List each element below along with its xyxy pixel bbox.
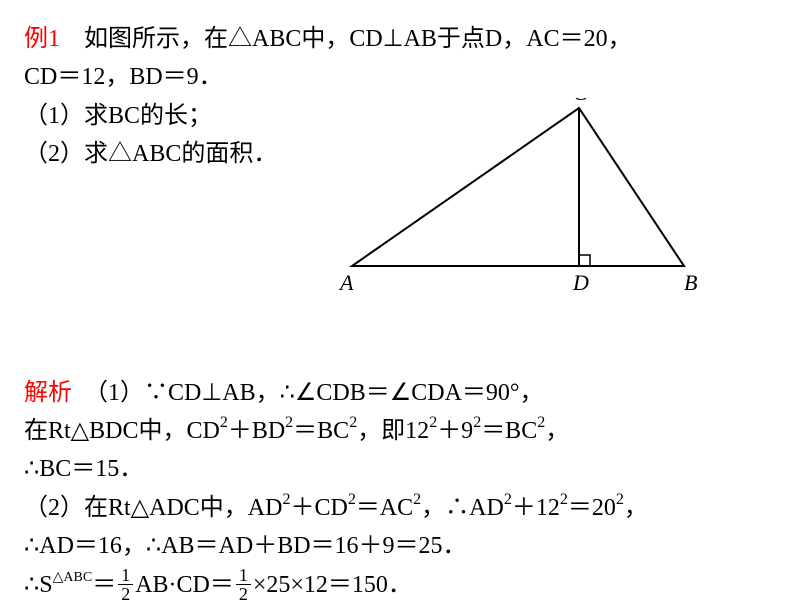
- triangle-svg: A B C D: [324, 98, 714, 298]
- solution-line-4: （2）在Rt△ADC中，AD2＋CD2＝AC2，∴AD2＋122＝202，: [24, 489, 770, 527]
- problem-line-1: 例1 如图所示，在△ABC中，CD⊥AB于点D，AC＝20，: [24, 20, 770, 58]
- solution-line-3: ∴BC＝15．: [24, 450, 770, 488]
- fraction-half-2: 12: [236, 566, 251, 603]
- vertex-label-d: D: [572, 270, 589, 295]
- fraction-half-1: 12: [118, 566, 133, 603]
- solution-section: 解析 （1）∵CD⊥AB，∴∠CDB＝∠CDA＝90°， 在Rt△BDC中，CD…: [24, 374, 770, 605]
- solution-line-1: 解析 （1）∵CD⊥AB，∴∠CDB＝∠CDA＝90°，: [24, 374, 770, 412]
- solution-label: 解析: [24, 380, 72, 406]
- triangle-diagram: A B C D: [324, 98, 714, 298]
- triangle-abc: [352, 108, 684, 266]
- right-angle-marker: [579, 255, 590, 266]
- vertex-label-a: A: [338, 270, 354, 295]
- vertex-label-b: B: [684, 270, 697, 295]
- problem-section: 例1 如图所示，在△ABC中，CD⊥AB于点D，AC＝20， CD＝12，BD＝…: [24, 20, 770, 174]
- problem-line-2: CD＝12，BD＝9．: [24, 58, 770, 96]
- sol-1: （1）∵CD⊥AB，∴∠CDB＝∠CDA＝90°，: [72, 380, 544, 406]
- solution-line-6: ∴S△ABC＝12AB·CD＝12×25×12＝150．: [24, 566, 770, 605]
- solution-line-2: 在Rt△BDC中，CD2＋BD2＝BC2，即122＋92＝BC2，: [24, 412, 770, 450]
- example-label: 例1: [24, 26, 60, 52]
- area-subscript: △ABC: [53, 570, 93, 585]
- solution-line-5: ∴AD＝16，∴AB＝AD＋BD＝16＋9＝25．: [24, 527, 770, 565]
- problem-stem-1: 如图所示，在△ABC中，CD⊥AB于点D，AC＝20，: [60, 26, 632, 52]
- vertex-label-c: C: [573, 98, 588, 105]
